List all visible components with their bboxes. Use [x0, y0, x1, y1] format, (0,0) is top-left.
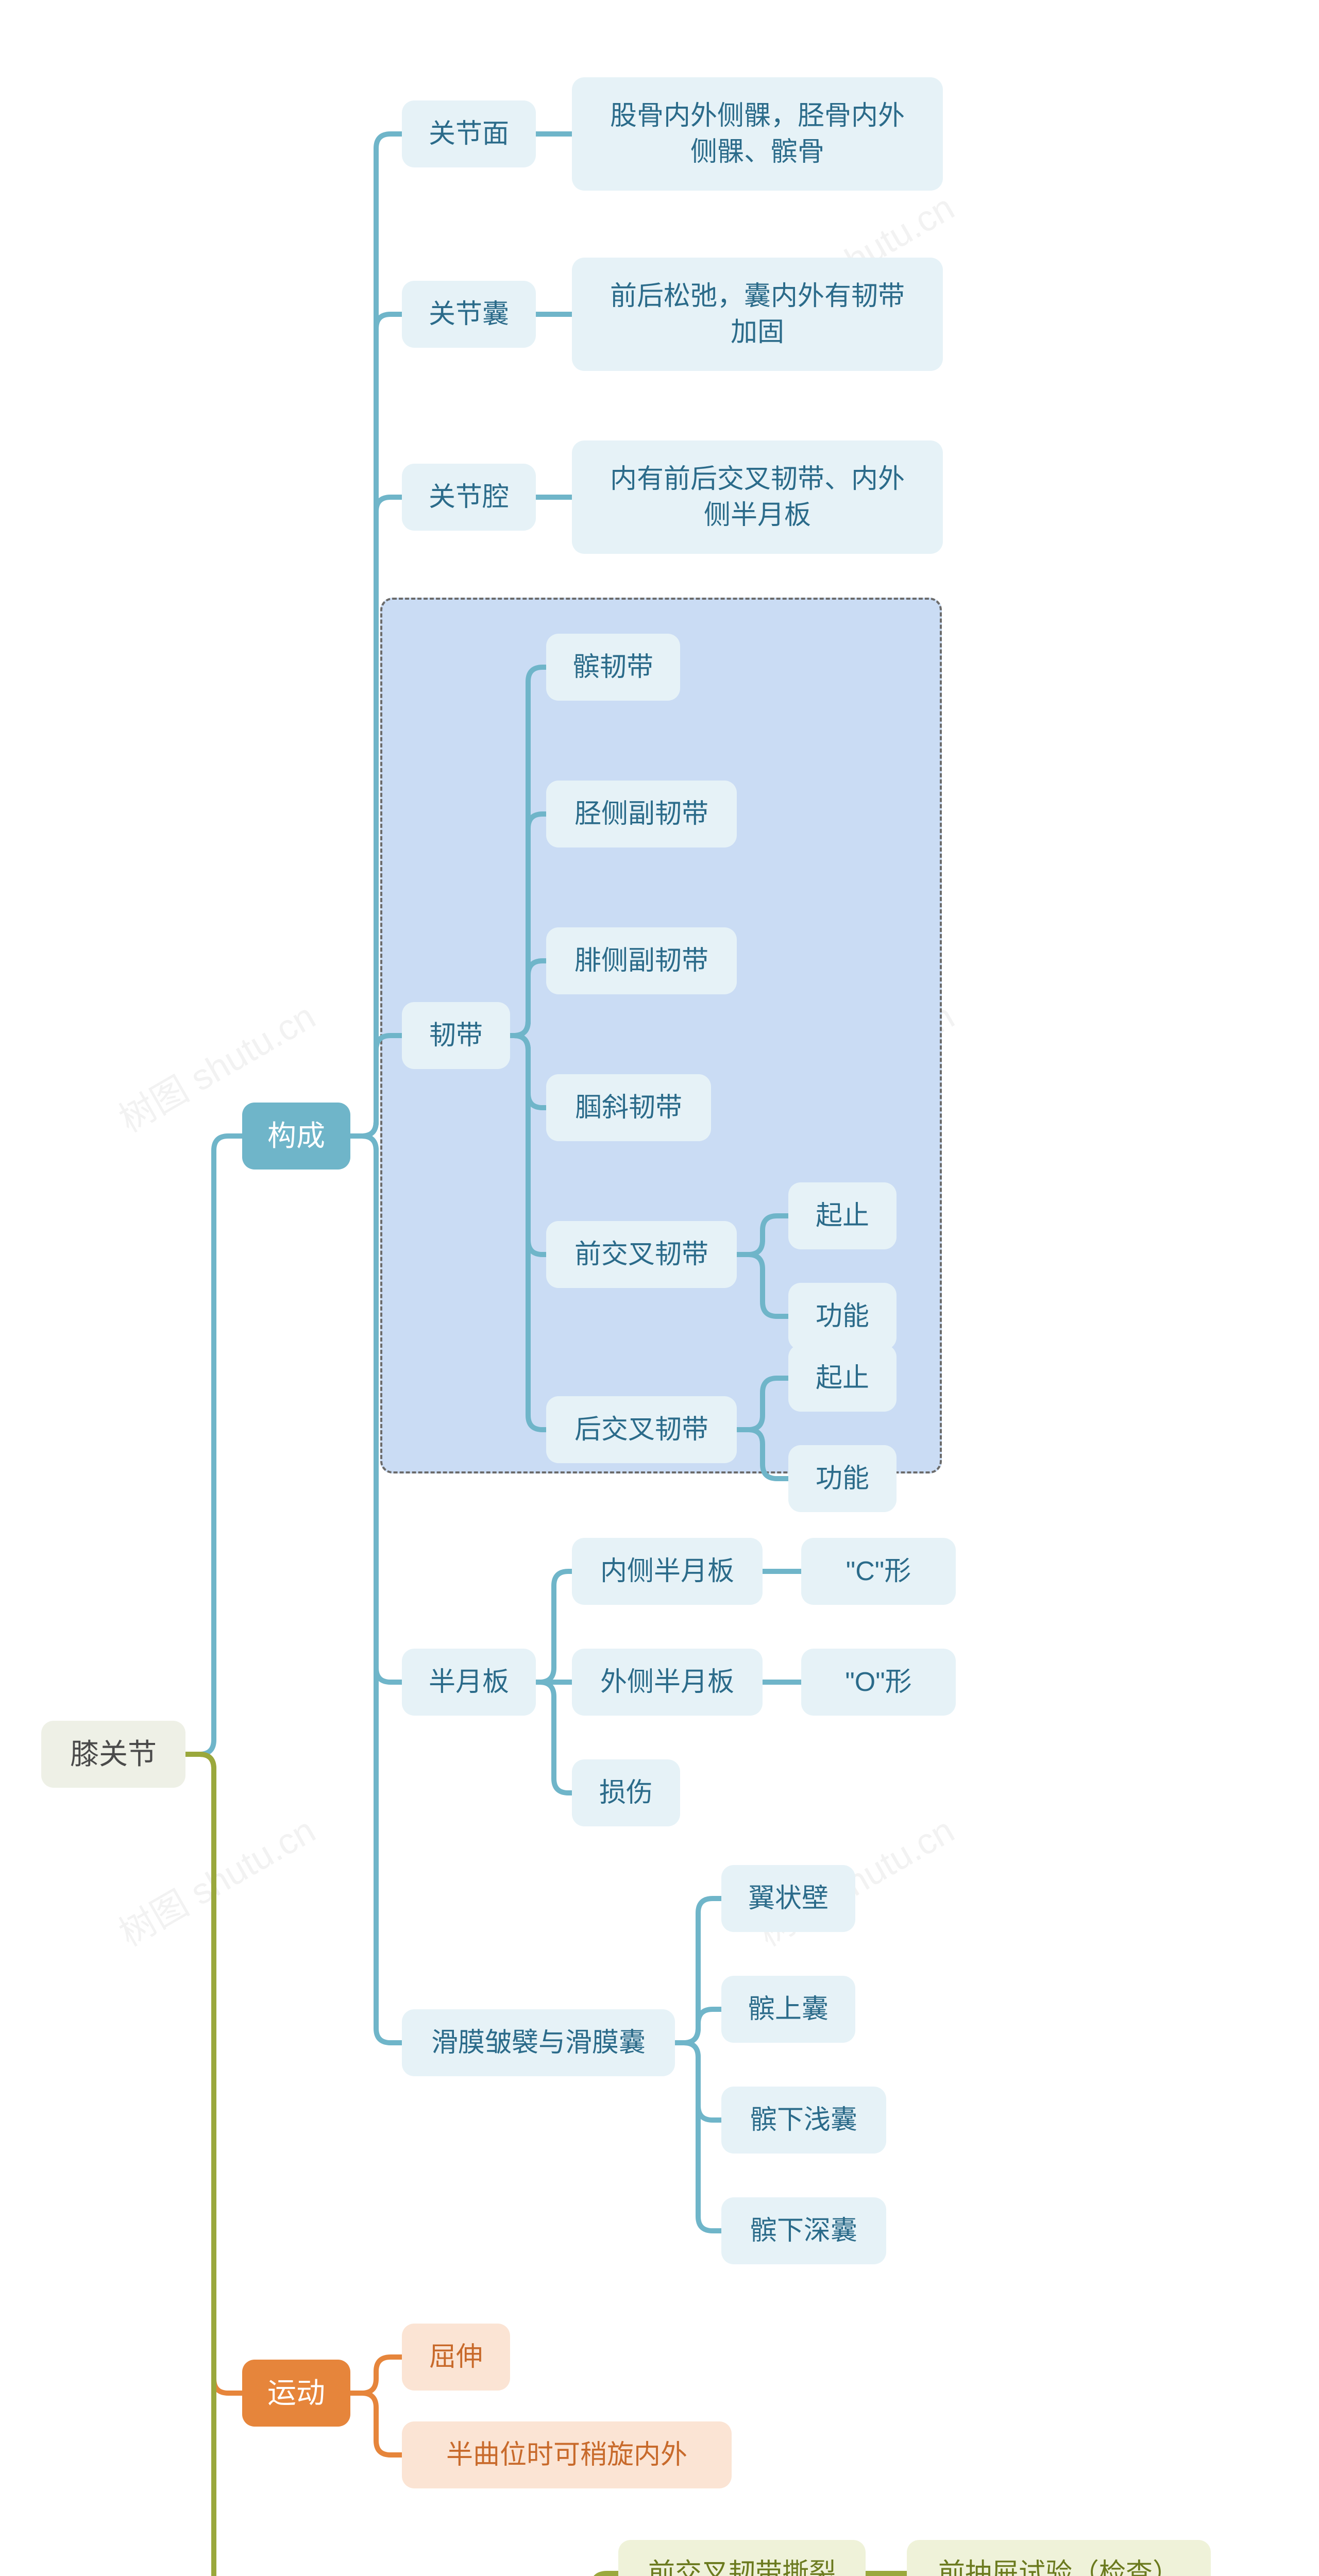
- node-joint-capsule: 关节囊: [402, 281, 536, 348]
- mindmap-canvas: 树图 shutu.cn树图 shutu.cn树图 shutu.cn树图 shut…: [0, 0, 1319, 2576]
- connector: [675, 2043, 721, 2231]
- node-suprapatellar-bursa: 髌上囊: [721, 1976, 855, 2043]
- node-semi-flexed-rotation: 半曲位时可稍旋内外: [402, 2421, 732, 2488]
- node-articular-cavity: 关节腔: [402, 464, 536, 531]
- node-pcl-function: 功能: [788, 1445, 897, 1512]
- node-articular-cavity-desc: 内有前后交叉韧带、内外 侧半月板: [572, 440, 943, 554]
- connector: [350, 2393, 402, 2455]
- node-medial-meniscus: 内侧半月板: [572, 1538, 763, 1605]
- connector: [536, 1571, 572, 1682]
- node-fibular-collateral-ligament: 腓侧副韧带: [546, 927, 737, 994]
- node-posterior-cruciate-ligament: 后交叉韧带: [546, 1396, 737, 1463]
- connector: [185, 1136, 242, 1754]
- node-joint-capsule-desc: 前后松弛，囊内外有韧带 加固: [572, 258, 943, 371]
- node-anterior-drawer-test: 前抽屉试验（检查）: [907, 2540, 1211, 2576]
- node-meniscus-injury: 损伤: [572, 1759, 680, 1826]
- connector: [675, 2009, 721, 2043]
- node-deep-infrapatellar-bursa: 髌下深囊: [721, 2197, 886, 2264]
- connector: [675, 2043, 721, 2120]
- node-superficial-infrapatellar-bursa: 髌下浅囊: [721, 2087, 886, 2154]
- node-oblique-popliteal-ligament: 腘斜韧带: [546, 1074, 711, 1141]
- node-acl-function: 功能: [788, 1283, 897, 1350]
- node-c-shape: "C"形: [801, 1538, 956, 1605]
- connector: [567, 2573, 618, 2576]
- node-anterior-cruciate-ligament: 前交叉韧带: [546, 1221, 737, 1288]
- branch-motion: 运动: [242, 2360, 350, 2427]
- node-patellar-ligament: 髌韧带: [546, 634, 680, 701]
- node-articular-surface-desc: 股骨内外侧髁，胫骨内外 侧髁、髌骨: [572, 77, 943, 191]
- connector: [675, 1899, 721, 2043]
- node-ligaments: 韧带: [402, 1002, 510, 1069]
- connector: [185, 1754, 242, 2576]
- node-acl-origin: 起止: [788, 1182, 897, 1249]
- node-flexion-extension: 屈伸: [402, 2324, 510, 2391]
- root-node: 膝关节: [41, 1721, 185, 1788]
- connector: [185, 1754, 242, 2393]
- node-o-shape: "O"形: [801, 1649, 956, 1716]
- node-articular-surface: 关节面: [402, 100, 536, 167]
- connector: [350, 2357, 402, 2393]
- node-alar-fold: 翼状壁: [721, 1865, 855, 1932]
- node-pcl-origin: 起止: [788, 1345, 897, 1412]
- node-tibial-collateral-ligament: 胫侧副韧带: [546, 781, 737, 848]
- node-meniscus: 半月板: [402, 1649, 536, 1716]
- node-acl-tear: 前交叉韧带撕裂: [618, 2540, 866, 2576]
- node-synovial-folds: 滑膜皱襞与滑膜囊: [402, 2009, 675, 2076]
- connector: [536, 1682, 572, 1793]
- branch-structure: 构成: [242, 1103, 350, 1170]
- node-lateral-meniscus: 外侧半月板: [572, 1649, 763, 1716]
- watermark: 树图 shutu.cn: [108, 1802, 324, 1957]
